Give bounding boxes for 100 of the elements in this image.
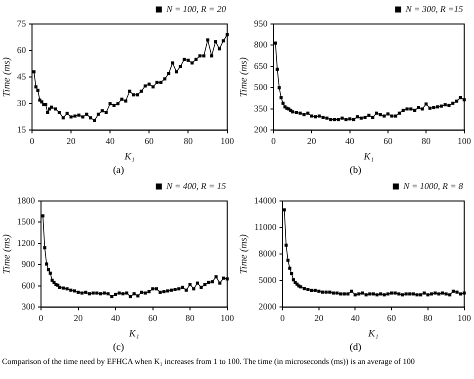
x-tick-label: 0 [280, 312, 286, 323]
y-tick-label: 60 [17, 44, 26, 55]
point [46, 110, 50, 114]
x-axis-title: K₁ [124, 152, 135, 163]
point [302, 113, 306, 116]
point [306, 288, 310, 292]
point [415, 293, 419, 296]
point [310, 288, 314, 292]
point [41, 214, 44, 218]
text: (c) [112, 341, 126, 354]
point [413, 108, 416, 112]
point [226, 33, 229, 36]
point [328, 290, 332, 294]
point [281, 102, 285, 105]
point [110, 295, 114, 298]
point [182, 58, 186, 61]
legend-label: N = 1000, R = 8 [402, 180, 464, 191]
x-tick-label: 40 [345, 136, 355, 146]
y-tick-label: 11000 [254, 222, 277, 232]
point [69, 115, 73, 118]
point [397, 292, 400, 296]
point [114, 292, 118, 296]
point [136, 294, 140, 298]
point [374, 112, 378, 115]
point [332, 291, 335, 295]
x-tick-label: 0 [38, 312, 44, 323]
point [43, 246, 46, 250]
y-tick-label: 14000 [254, 195, 277, 206]
point [100, 109, 104, 112]
point [371, 116, 374, 120]
x-tick-label: 60 [387, 312, 397, 323]
x-tick-label: 80 [423, 312, 433, 323]
point [112, 104, 116, 107]
point [314, 288, 317, 292]
point [398, 112, 401, 115]
y-tick-label: 600 [22, 280, 36, 290]
point [226, 277, 229, 280]
y-tick-label: 650 [254, 60, 268, 71]
point [409, 107, 412, 111]
point [282, 208, 286, 212]
point [118, 291, 121, 295]
point [294, 110, 298, 114]
point [218, 47, 221, 50]
point [58, 110, 61, 114]
point [166, 289, 170, 292]
point [390, 291, 394, 295]
point [190, 61, 194, 64]
point [151, 287, 154, 290]
y-tick-label: 15 [17, 124, 26, 135]
point [48, 272, 52, 275]
x-tick-label: 20 [74, 312, 84, 323]
point [218, 282, 222, 285]
point [404, 292, 408, 296]
point [88, 292, 91, 296]
x-tick-label: 40 [350, 312, 360, 323]
point [386, 292, 390, 296]
point [104, 110, 108, 114]
point [77, 114, 80, 117]
point [462, 291, 466, 295]
point [210, 280, 214, 284]
point [214, 40, 218, 44]
point [203, 282, 206, 286]
y-tick-label: 1500 [17, 216, 36, 227]
point [379, 292, 382, 296]
point [108, 102, 112, 106]
point [276, 68, 279, 71]
x-tick-label: 20 [66, 136, 76, 146]
point [76, 290, 80, 294]
point [198, 54, 202, 58]
point [85, 112, 88, 116]
y-tick-label: 2000 [258, 302, 277, 312]
point [424, 102, 428, 106]
point [317, 290, 320, 293]
point [92, 118, 96, 122]
point [372, 292, 375, 296]
point [154, 287, 158, 290]
x-tick-label: 40 [106, 136, 116, 146]
x-tick-label: 0 [271, 136, 276, 146]
point [375, 293, 379, 296]
point [32, 70, 36, 74]
point [292, 278, 295, 282]
point [314, 115, 318, 118]
point [458, 96, 462, 100]
point [394, 291, 397, 295]
point [310, 114, 314, 118]
point [390, 114, 394, 118]
point [339, 292, 342, 296]
point [120, 98, 124, 101]
point [167, 72, 170, 76]
point [210, 54, 214, 58]
point [136, 93, 139, 96]
point [408, 292, 412, 296]
text: (b) [348, 164, 362, 177]
x-tick-label: 80 [186, 312, 195, 323]
text: Comparison of the time need by EFHCA when K₁ increases from 1 to 100. The time (in microseconds (ms)) is an average of 100 [1, 357, 416, 366]
point [452, 290, 455, 293]
point [34, 85, 38, 88]
point [332, 118, 336, 122]
point [455, 290, 459, 294]
point [84, 290, 88, 294]
